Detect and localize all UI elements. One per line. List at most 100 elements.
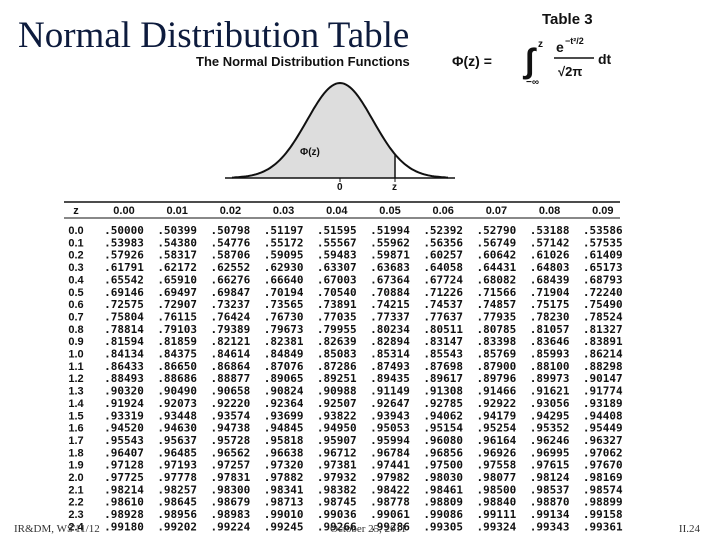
probability-cell: .65542 <box>104 273 144 286</box>
probability-cell: .91466 <box>477 385 517 398</box>
probability-cell: .90988 <box>317 385 357 398</box>
probability-cell: .57142 <box>530 236 570 249</box>
probability-cell: .95818 <box>264 434 304 447</box>
column-header: 0.01 <box>166 205 187 217</box>
probability-cell: .95154 <box>423 422 463 435</box>
probability-cell: .84849 <box>264 348 304 361</box>
probability-cell: .74215 <box>370 298 410 311</box>
probability-cell: .77935 <box>477 310 517 323</box>
probability-cell: .67724 <box>423 273 463 286</box>
probability-cell: .98124 <box>530 471 570 484</box>
probability-cell: .97062 <box>583 446 623 459</box>
probability-cell: .87900 <box>477 360 517 373</box>
probability-cell: .78524 <box>583 310 623 323</box>
probability-cell: .97128 <box>104 459 144 472</box>
normal-table: z 0.00 0.01 0.02 0.03 0.04 0.05 0.06 0.07 0.08 0.0… <box>68 205 623 533</box>
probability-cell: .81327 <box>583 323 623 336</box>
probability-cell: .68082 <box>477 273 517 286</box>
probability-cell: .99245 <box>264 520 304 533</box>
z-value: 1.3 <box>68 386 83 398</box>
z-value: 2.2 <box>68 497 83 509</box>
probability-cell: .53586 <box>583 224 623 237</box>
probability-cell: .80785 <box>477 323 517 336</box>
probability-cell: .99180 <box>104 520 144 533</box>
probability-cell: .99134 <box>530 508 570 521</box>
column-header: 0.03 <box>273 205 294 217</box>
probability-cell: .92922 <box>477 397 517 410</box>
probability-cell: .55962 <box>370 236 410 249</box>
probability-cell: .74857 <box>477 298 517 311</box>
z-value: 1.0 <box>68 349 83 361</box>
probability-cell: .52392 <box>423 224 463 237</box>
probability-cell: .75175 <box>530 298 570 311</box>
probability-cell: .97982 <box>370 471 410 484</box>
probability-cell: .61791 <box>104 261 144 274</box>
probability-cell: .95254 <box>477 422 517 435</box>
probability-cell: .62930 <box>264 261 304 274</box>
z-value: 0.6 <box>68 299 83 311</box>
probability-cell: .98928 <box>104 508 144 521</box>
probability-cell: .95053 <box>370 422 410 435</box>
z-value: 0.8 <box>68 324 83 336</box>
probability-cell: .90320 <box>104 385 144 398</box>
probability-cell: .56356 <box>423 236 463 249</box>
probability-cell: .69497 <box>157 286 197 299</box>
probability-cell: .98214 <box>104 483 144 496</box>
probability-cell: .51197 <box>264 224 304 237</box>
probability-cell: .88298 <box>583 360 623 373</box>
probability-cell: .91621 <box>530 385 570 398</box>
probability-cell: .96926 <box>477 446 517 459</box>
probability-cell: .73891 <box>317 298 357 311</box>
probability-cell: .85543 <box>423 348 463 361</box>
z-value: 0.1 <box>68 237 83 249</box>
probability-cell: .96485 <box>157 446 197 459</box>
probability-cell: .72240 <box>583 286 623 299</box>
probability-cell: .94179 <box>477 409 517 422</box>
probability-cell: .51994 <box>370 224 410 237</box>
formula-lhs: Φ(z) = <box>452 53 492 69</box>
probability-cell: .69847 <box>211 286 251 299</box>
probability-cell: .89796 <box>477 372 517 385</box>
probability-cell: .96995 <box>530 446 570 459</box>
probability-cell: .66276 <box>211 273 251 286</box>
probability-cell: .55172 <box>264 236 304 249</box>
probability-cell: .92364 <box>264 397 304 410</box>
probability-cell: .91774 <box>583 385 623 398</box>
probability-cell: .89065 <box>264 372 304 385</box>
probability-cell: .93822 <box>317 409 357 422</box>
probability-cell: .87286 <box>317 360 357 373</box>
probability-cell: .61026 <box>530 249 570 262</box>
probability-cell: .98870 <box>530 496 570 509</box>
probability-cell: .96327 <box>583 434 623 447</box>
column-header: 0.00 <box>113 205 134 217</box>
probability-cell: .92785 <box>423 397 463 410</box>
probability-cell: .71904 <box>530 286 570 299</box>
probability-cell: .70194 <box>264 286 304 299</box>
column-header: 0.08 <box>539 205 560 217</box>
probability-cell: .84134 <box>104 348 144 361</box>
probability-cell: .96638 <box>264 446 304 459</box>
probability-cell: .86864 <box>211 360 251 373</box>
probability-cell: .93448 <box>157 409 197 422</box>
probability-cell: .73237 <box>211 298 251 311</box>
z-value: 0.7 <box>68 311 83 323</box>
probability-cell: .91308 <box>423 385 463 398</box>
probability-cell: .77637 <box>423 310 463 323</box>
integral-sign: ∫ <box>522 42 537 80</box>
probability-cell: .97257 <box>211 459 251 472</box>
probability-cell: .99111 <box>477 508 517 521</box>
probability-cell: .98745 <box>317 496 357 509</box>
probability-cell: .94062 <box>423 409 463 422</box>
probability-cell: .99324 <box>477 520 517 533</box>
probability-cell: .97932 <box>317 471 357 484</box>
probability-cell: .81057 <box>530 323 570 336</box>
probability-cell: .73565 <box>264 298 304 311</box>
probability-cell: .82894 <box>370 335 410 348</box>
probability-cell: .66640 <box>264 273 304 286</box>
probability-cell: .98341 <box>264 483 304 496</box>
probability-cell: .96712 <box>317 446 357 459</box>
probability-cell: .90658 <box>211 385 251 398</box>
z-value: 1.8 <box>68 447 83 459</box>
probability-cell: .92507 <box>317 397 357 410</box>
